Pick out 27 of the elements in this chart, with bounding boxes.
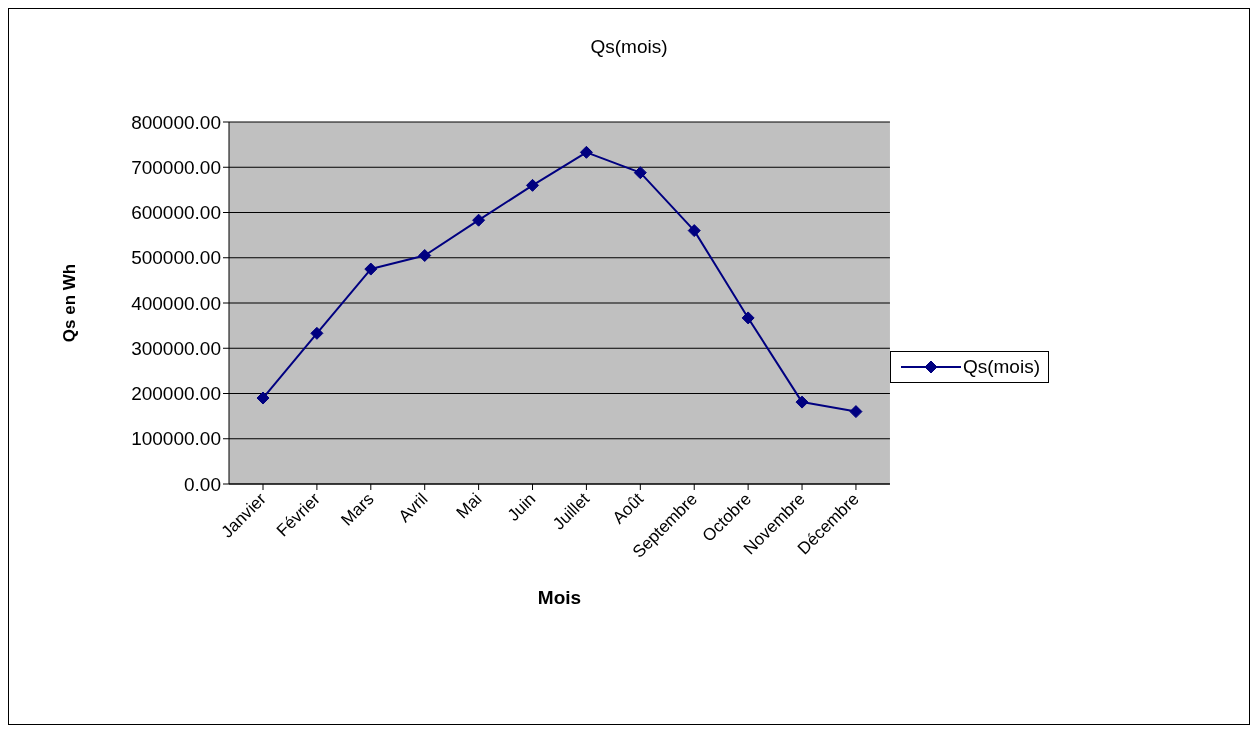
point <box>633 166 647 180</box>
y-tick-label: 0.00 <box>184 473 221 495</box>
y-tick-label: 600000.00 <box>131 202 221 224</box>
x-axis-title: Mois <box>537 587 582 608</box>
point <box>256 391 270 405</box>
point <box>310 326 324 340</box>
point <box>795 395 809 409</box>
x-tick-label: Juin <box>503 489 540 525</box>
y-axis-title: Qs en Wh <box>60 263 80 343</box>
x-tick-label: Mai <box>452 489 486 523</box>
point <box>849 405 863 419</box>
point <box>741 311 755 325</box>
y-tick-label: 200000.00 <box>131 383 221 405</box>
point <box>364 262 378 276</box>
chart-title: Qs(mois) <box>589 36 669 58</box>
point <box>579 145 593 159</box>
point <box>687 224 701 238</box>
point <box>472 213 486 227</box>
y-tick-label: 300000.00 <box>131 337 221 359</box>
legend-label: Qs(mois) <box>962 355 1040 378</box>
y-tick-label: 700000.00 <box>131 156 221 178</box>
point <box>418 248 432 262</box>
point <box>526 178 540 192</box>
y-tick-label: 400000.00 <box>131 292 221 314</box>
y-tick-label: 800000.00 <box>131 111 221 133</box>
y-tick-label: 100000.00 <box>131 428 221 450</box>
y-tick-label: 500000.00 <box>131 247 221 269</box>
